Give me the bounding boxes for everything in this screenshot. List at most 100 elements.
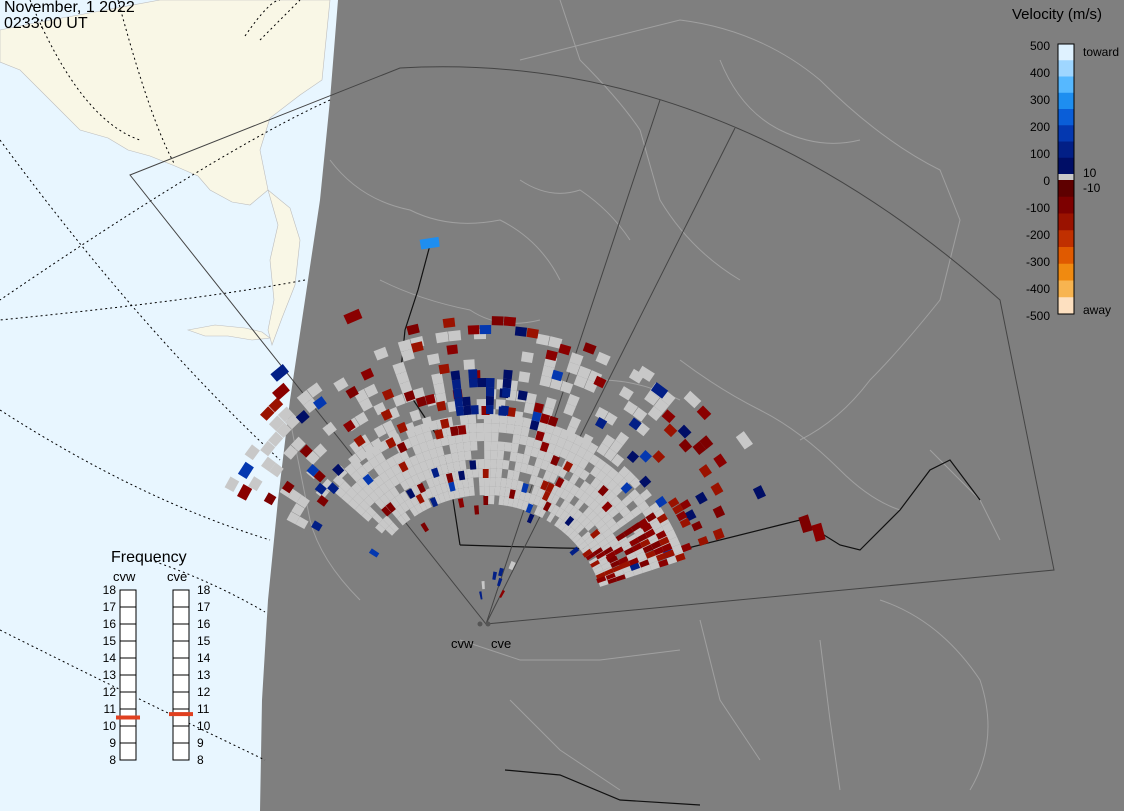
range-cell <box>525 392 537 405</box>
range-cell <box>522 417 532 428</box>
range-cell <box>584 484 596 496</box>
range-cell <box>288 489 302 503</box>
range-cell <box>385 525 396 536</box>
range-cell <box>261 456 276 472</box>
range-cell <box>540 480 549 491</box>
range-cell <box>314 482 327 495</box>
range-cell <box>431 372 444 385</box>
site-cve-marker <box>485 621 491 627</box>
range-cell <box>477 378 486 388</box>
range-cell <box>425 458 435 470</box>
range-cell <box>474 505 480 515</box>
range-cell <box>518 371 531 383</box>
range-cell <box>260 406 275 421</box>
range-cell <box>277 406 294 423</box>
range-cell <box>379 494 390 505</box>
range-cell <box>484 459 491 469</box>
range-cell <box>413 463 423 475</box>
range-cell <box>532 438 543 449</box>
range-cell <box>286 511 300 525</box>
range-cell <box>620 561 631 569</box>
radar-scatter <box>224 236 826 600</box>
range-cell <box>530 447 540 458</box>
range-cell <box>538 507 547 518</box>
range-cell <box>375 523 386 534</box>
range-cell <box>269 462 284 478</box>
range-cell <box>424 393 436 405</box>
range-cell <box>482 469 489 478</box>
range-cell <box>458 487 465 498</box>
colorbar-toward-segment <box>1058 125 1074 142</box>
range-cell <box>588 454 601 466</box>
range-cell <box>502 459 510 470</box>
range-cell <box>415 452 426 464</box>
range-cell <box>605 517 617 529</box>
colorbar-away-segment <box>1058 247 1074 265</box>
range-cell <box>389 475 400 487</box>
range-cell <box>333 377 349 392</box>
range-cell <box>348 453 362 467</box>
freq-tick-label: 11 <box>103 702 116 716</box>
range-cell <box>424 488 433 499</box>
freq-tick-label: 17 <box>197 600 211 614</box>
sunlit-land-alaska <box>0 0 331 206</box>
velocity-tick-label: -300 <box>1025 255 1050 269</box>
freq-tick-label: 8 <box>197 753 204 767</box>
range-cell <box>435 331 449 344</box>
range-cell <box>565 526 575 537</box>
range-cell <box>546 491 555 503</box>
range-cell <box>373 486 385 498</box>
range-cell <box>522 454 531 465</box>
range-cell <box>601 434 616 448</box>
range-cell <box>587 539 599 549</box>
range-cell <box>579 491 590 503</box>
range-cell <box>416 482 426 494</box>
range-cell <box>431 456 441 468</box>
range-cell <box>526 513 535 524</box>
range-cell <box>577 365 592 380</box>
range-cell <box>353 434 366 447</box>
range-cell <box>668 536 681 548</box>
range-cell <box>313 470 326 483</box>
range-cell <box>453 488 461 499</box>
range-cell <box>550 494 560 505</box>
range-cell <box>587 442 599 455</box>
range-cell <box>450 370 461 381</box>
freq-marker-cvw <box>116 715 140 720</box>
range-cell <box>442 317 456 328</box>
neg10-label: -10 <box>1083 181 1101 195</box>
colorbar-toward-segment <box>1058 92 1074 110</box>
range-cell <box>478 477 485 487</box>
range-cell <box>609 439 623 454</box>
range-cell <box>623 511 635 523</box>
range-cell <box>468 369 478 379</box>
range-cell <box>640 489 652 501</box>
range-cell <box>467 414 477 424</box>
range-cell <box>374 452 386 465</box>
range-cell <box>396 441 408 454</box>
colorbar-ground-scatter <box>1058 174 1074 180</box>
range-cell <box>467 477 474 488</box>
range-cell <box>512 470 520 481</box>
range-cell <box>510 479 519 490</box>
range-cell <box>661 522 674 534</box>
range-cell <box>406 323 420 336</box>
range-cell <box>577 541 588 551</box>
range-cell <box>373 475 385 487</box>
range-cell <box>584 495 595 507</box>
range-cell <box>306 464 320 477</box>
range-cell <box>445 472 454 483</box>
range-cell <box>451 379 462 390</box>
range-cell <box>655 530 667 540</box>
range-cell <box>362 473 374 486</box>
range-cell <box>396 421 408 434</box>
pos10-label: 10 <box>1083 166 1097 180</box>
range-cell <box>578 458 589 470</box>
range-cell <box>679 499 692 510</box>
range-cell <box>379 471 390 483</box>
range-cell <box>358 397 373 412</box>
range-cell <box>463 359 475 370</box>
range-cell <box>479 486 485 496</box>
range-cell <box>697 536 709 546</box>
